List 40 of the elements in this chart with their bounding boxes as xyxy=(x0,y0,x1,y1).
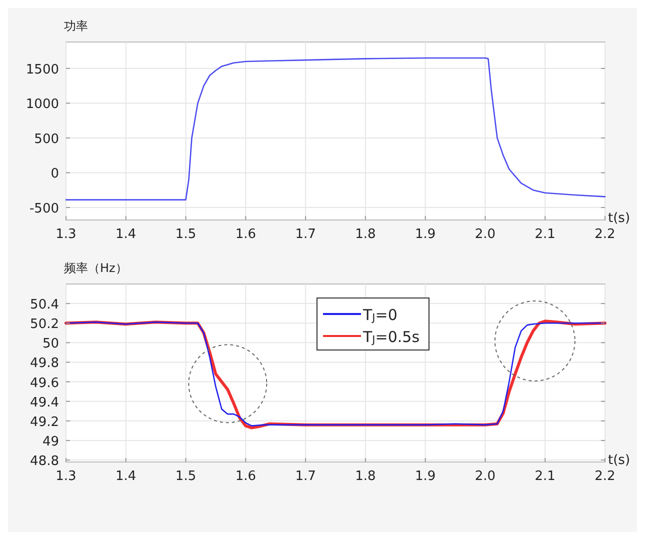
y-axis-title: 频率（Hz） xyxy=(64,261,128,275)
y-tick-label: 49.2 xyxy=(30,414,59,430)
x-tick-label: 1.6 xyxy=(235,227,256,242)
y-tick-label: 50.2 xyxy=(30,317,59,332)
y-tick-label: 49 xyxy=(42,434,59,450)
x-tick-label: 1.8 xyxy=(355,227,376,242)
x-tick-label: 1.4 xyxy=(116,469,136,484)
y-tick-label: 49.8 xyxy=(30,356,59,372)
y-tick-label: 49.4 xyxy=(30,395,59,410)
x-tick-label: 1.3 xyxy=(56,227,76,242)
x-tick-label: 1.6 xyxy=(235,469,256,484)
x-tick-label: 1.7 xyxy=(295,469,316,484)
y-tick-label: -500 xyxy=(29,201,59,216)
x-tick-label: 2.0 xyxy=(474,469,496,484)
x-tick-label: 1.9 xyxy=(414,469,436,484)
x-tick-label: 1.4 xyxy=(116,227,136,242)
y-tick-label: 50 xyxy=(42,336,59,352)
x-tick-label: 1.7 xyxy=(295,227,316,242)
y-axis-title: 功率 xyxy=(64,19,88,33)
legend-label: T$_{J}$=0.5s xyxy=(362,328,420,346)
y-tick-label: 50.4 xyxy=(30,298,59,313)
y-tick-label: 500 xyxy=(34,132,59,147)
x-tick-label: 2.2 xyxy=(594,469,616,484)
x-axis-title: t(s) xyxy=(608,211,630,226)
x-tick-label: 2.0 xyxy=(474,227,496,242)
x-tick-label: 2.1 xyxy=(534,469,556,484)
y-tick-label: 48.8 xyxy=(30,454,59,470)
x-tick-label: 1.3 xyxy=(56,469,76,484)
x-tick-label: 2.2 xyxy=(594,227,616,242)
x-tick-label: 1.5 xyxy=(175,227,196,242)
x-tick-label: 1.5 xyxy=(175,469,196,484)
x-tick-label: 2.1 xyxy=(534,227,556,242)
y-tick-label: 49.6 xyxy=(30,376,59,391)
x-tick-label: 1.9 xyxy=(414,227,436,242)
x-tick-label: 1.8 xyxy=(355,469,376,484)
y-tick-label: 0 xyxy=(50,166,59,182)
legend-label: T$_{J}$=0 xyxy=(362,306,398,324)
y-tick-label: 1000 xyxy=(26,97,59,112)
x-axis-title: t(s) xyxy=(608,453,630,468)
y-tick-label: 1500 xyxy=(26,62,59,78)
